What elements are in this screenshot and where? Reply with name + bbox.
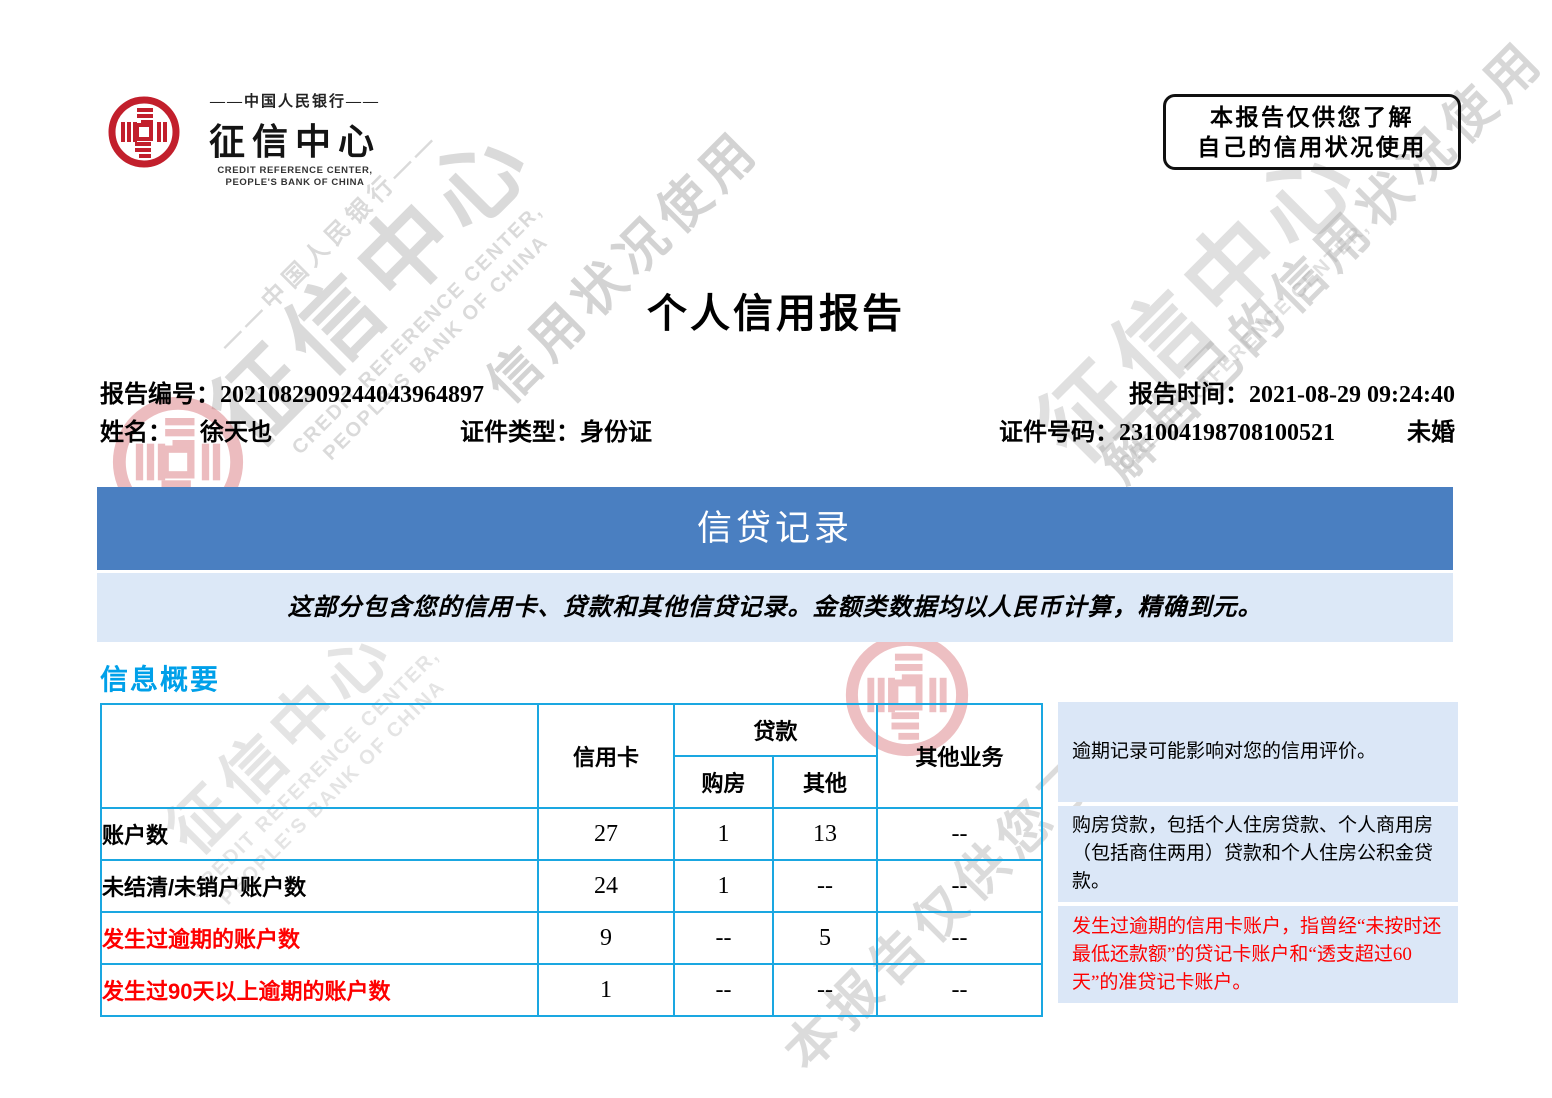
pbc-seal-logo-icon	[108, 96, 180, 168]
row-label: 未结清/未销户账户数	[100, 859, 539, 913]
id-number-line: 证件号码：231004198708100521 未婚	[999, 412, 1455, 446]
row-value: --	[876, 911, 1044, 965]
note-overdue-card-definition: 发生过逾期的信用卡账户，指曾经“未按时还最低还款额”的贷记卡账户和“透支超过60…	[1058, 906, 1458, 1003]
report-time-value: 2021-08-29 09:24:40	[1249, 382, 1455, 408]
header-other-business: 其他业务	[876, 703, 1044, 809]
note-text: 购房贷款，包括个人住房贷款、个人商用房（包括商住两用）贷款和个人住房公积金贷款。	[1072, 815, 1434, 892]
credit-record-banner: 信贷记录	[97, 487, 1453, 570]
row-value: 1	[537, 963, 675, 1017]
report-number-line: 报告编号：2021082909244043964897	[100, 374, 484, 408]
header-credit-card: 信用卡	[537, 703, 675, 809]
table-row: 发生过90天以上逾期的账户数 1 -- -- --	[100, 963, 1044, 1017]
row-value: --	[673, 963, 774, 1017]
row-value: 9	[537, 911, 675, 965]
credit-report-page: ——中国人民银行—— 征信中心 CREDIT REFERENCE CENTER,…	[97, 90, 1461, 1017]
report-number-value: 2021082909244043964897	[220, 382, 484, 408]
row-value: --	[673, 911, 774, 965]
table-row: 未结清/未销户账户数 24 1 -- --	[100, 859, 1044, 913]
logo-text-block: ——中国人民银行—— 征信中心 CREDIT REFERENCE CENTER,…	[184, 90, 406, 189]
report-number-label: 报告编号：	[100, 381, 220, 408]
usage-notice-line1: 本报告仅供您了解	[1210, 104, 1414, 130]
table-header-subrow: 购房 其他	[101, 755, 1042, 809]
header-loan-house: 购房	[673, 755, 774, 809]
header-loan-other: 其他	[771, 755, 879, 809]
row-label-overdue: 发生过逾期的账户数	[100, 911, 539, 965]
table-row: 账户数 27 1 13 --	[100, 807, 1044, 861]
note-overdue-impact: 逾期记录可能影响对您的信用评价。	[1058, 702, 1458, 802]
marital-status: 未婚	[1407, 419, 1455, 446]
row-value: --	[876, 859, 1044, 913]
row-value: 27	[537, 807, 675, 861]
report-time-label: 报告时间：	[1129, 381, 1250, 408]
note-text: 逾期记录可能影响对您的信用评价。	[1072, 741, 1377, 762]
id-number-value: 231004198708100521	[1119, 420, 1335, 446]
name-line: 姓名： 徐天也	[100, 412, 272, 446]
credit-record-banner-title: 信贷记录	[696, 509, 853, 548]
logo-eng-line1: CREDIT REFERENCE CENTER,	[217, 165, 373, 176]
note-text: 发生过逾期的信用卡账户，指曾经“未按时还最低还款额”的贷记卡账户和“透支超过60…	[1072, 915, 1442, 993]
name-label: 姓名：	[100, 419, 172, 446]
row-value: 1	[673, 807, 774, 861]
logo-eng-line2: PEOPLE'S BANK OF CHINA	[225, 176, 365, 188]
name-value: 徐天也	[200, 419, 272, 446]
row-value: 24	[537, 859, 675, 913]
page-title: 个人信用报告	[647, 292, 905, 336]
row-value: 13	[771, 807, 879, 861]
row-value: --	[771, 963, 879, 1017]
logo-center-name: 征信中心	[208, 121, 381, 162]
row-value: --	[771, 859, 879, 913]
id-number-label: 证件号码：	[999, 419, 1119, 446]
credit-record-intro-band: 这部分包含您的信用卡、贷款和其他信贷记录。金额类数据均以人民币计算，精确到元。	[97, 573, 1453, 642]
row-label: 账户数	[100, 807, 539, 861]
row-value: 5	[771, 911, 879, 965]
header-empty-cell	[100, 703, 539, 809]
id-type-line: 证件类型：身份证	[460, 412, 652, 446]
row-value: 1	[673, 859, 774, 913]
id-type-value: 身份证	[580, 419, 652, 446]
header-loan: 贷款	[672, 703, 879, 757]
logo-bank-name: ——中国人民银行——	[209, 94, 380, 110]
table-row: 发生过逾期的账户数 9 -- 5 --	[100, 911, 1044, 965]
credit-record-intro-text: 这部分包含您的信用卡、贷款和其他信贷记录。金额类数据均以人民币计算，精确到元。	[287, 594, 1263, 621]
report-time-line: 报告时间：2021-08-29 09:24:40	[1129, 374, 1455, 408]
usage-notice-line2: 自己的信用状况使用	[1197, 134, 1427, 160]
summary-table: 信用卡 贷款 其他业务 购房 其他 账户数 27 1 13 -- 未结清/未销户…	[100, 703, 1044, 1017]
summary-section-heading: 信息概要	[100, 664, 221, 695]
row-value: --	[876, 807, 1044, 861]
row-label-overdue-90d: 发生过90天以上逾期的账户数	[100, 963, 539, 1017]
id-type-label: 证件类型：	[460, 419, 580, 446]
row-value: --	[876, 963, 1044, 1017]
table-header-row: 信用卡 贷款 其他业务	[100, 703, 1044, 809]
note-house-loan-definition: 购房贷款，包括个人住房贷款、个人商用房（包括商住两用）贷款和个人住房公积金贷款。	[1058, 806, 1458, 902]
usage-notice-box: 本报告仅供您了解 自己的信用状况使用	[1163, 94, 1461, 170]
